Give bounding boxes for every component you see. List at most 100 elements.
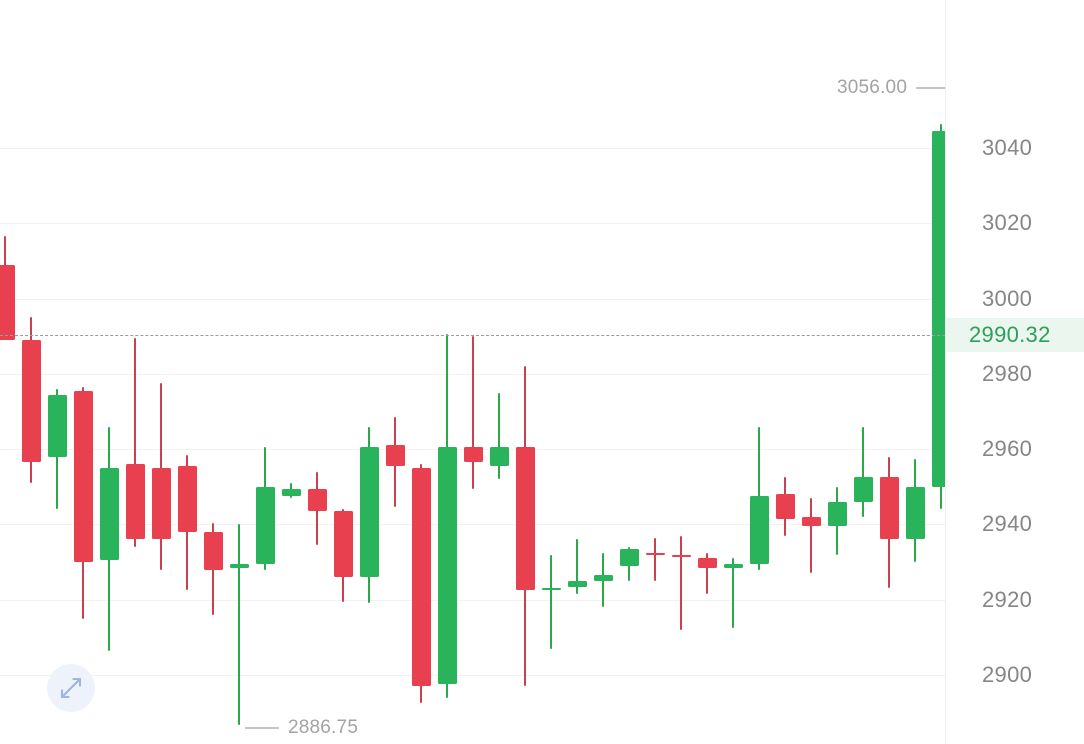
candle-body [931,131,945,487]
candle-body [385,445,405,467]
price-tick-label: 3020 [982,210,1033,236]
high-annotation-leader [916,87,945,89]
candle[interactable] [486,0,512,744]
candle[interactable] [382,0,408,744]
candle[interactable] [330,0,356,744]
candle-body [47,394,67,457]
candle[interactable] [512,0,538,744]
candle-body [775,494,795,519]
candle[interactable] [44,0,70,744]
candle-body [99,467,119,561]
price-tick-label: 2900 [982,662,1033,687]
candle[interactable] [200,0,226,744]
price-tick: 2900 [946,660,1084,690]
gridline [0,148,945,149]
candle[interactable] [174,0,200,744]
candle-body [749,496,769,564]
candle-wick [862,426,864,517]
candle[interactable] [252,0,278,744]
candle[interactable] [460,0,486,744]
candle-wick [238,524,240,725]
candle-wick [706,552,708,595]
candle[interactable] [538,0,564,744]
price-tick: 3040 [946,133,1084,163]
price-tick-label: 3040 [982,135,1033,160]
high-annotation: 3056.00 [837,77,945,99]
candle-body [567,580,587,587]
candle[interactable] [564,0,590,744]
gridline [0,524,945,526]
candle[interactable] [148,0,174,744]
candle[interactable] [434,0,460,744]
expand-chart-button[interactable] [47,664,95,712]
price-tick-label: 2960 [982,436,1033,462]
candle-body [905,486,925,540]
candle[interactable] [902,0,928,744]
candle[interactable] [122,0,148,744]
candle-body [697,558,717,568]
candle-wick [680,535,682,630]
price-axis[interactable]: 3040 3020 3000 2980 2960 2940 2920 2900 2990.32 [946,0,1084,744]
candle[interactable] [96,0,122,744]
current-price-line [0,335,945,336]
gridline [0,675,945,676]
candle[interactable] [18,0,44,744]
candle[interactable] [590,0,616,744]
candle-body [489,447,509,467]
candle-body [307,488,327,512]
candle[interactable] [746,0,772,744]
candle-body [879,477,899,540]
high-annotation-label: 3056.00 [837,76,908,98]
candle-body [593,575,613,581]
candle[interactable] [824,0,850,744]
candle[interactable] [226,0,252,744]
candle[interactable] [876,0,902,744]
candle[interactable] [798,0,824,744]
candle-wick [732,558,734,628]
candle-body [723,563,743,568]
candle-wick [472,336,474,489]
candle-body [671,554,691,557]
candle[interactable] [772,0,798,744]
candle-body [463,447,483,463]
candle[interactable] [70,0,96,744]
candle-body [801,516,821,527]
candle[interactable] [850,0,876,744]
candle-body [827,501,847,527]
candle[interactable] [642,0,668,744]
candle-body [281,488,301,497]
candle-wick [550,554,552,649]
candle-body [255,486,275,564]
candle[interactable] [694,0,720,744]
candle-body [177,466,197,532]
price-tick: 2940 [946,509,1084,539]
gridline [0,298,945,300]
candle-body [437,447,457,685]
candle-body [359,447,379,578]
price-tick: 2980 [946,359,1084,389]
candle-body [853,477,873,502]
candle-wick [498,392,500,480]
low-annotation: 2886.75 [245,717,358,739]
candle-body [0,264,15,340]
candle[interactable] [668,0,694,744]
candle[interactable] [616,0,642,744]
candle-body [203,531,223,570]
candle[interactable] [0,0,18,744]
price-tick-label: 2940 [982,511,1033,537]
candle[interactable] [304,0,330,744]
candle[interactable] [356,0,382,744]
axis-separator [945,0,946,744]
candle[interactable] [278,0,304,744]
candle[interactable] [720,0,746,744]
chart-plot-area[interactable]: 3056.00 2886.75 [0,0,945,744]
candle[interactable] [408,0,434,744]
expand-arrows-icon [60,677,82,699]
low-annotation-label: 2886.75 [288,716,359,738]
candle-body [333,511,353,578]
candle[interactable] [928,0,945,744]
candle-body [619,548,639,566]
gridline [0,223,945,225]
price-tick-label: 3000 [982,285,1033,311]
